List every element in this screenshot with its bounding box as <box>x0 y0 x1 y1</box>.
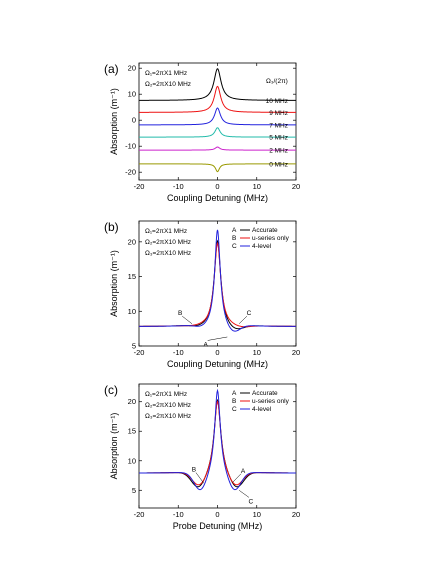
legend-entry: u-series only <box>252 235 290 242</box>
legend-entry: Accurate <box>252 227 278 234</box>
legend-key: A <box>232 390 237 397</box>
series-line <box>139 163 296 173</box>
series-line <box>139 68 296 101</box>
panel-label: (a) <box>104 62 119 76</box>
point-label: B <box>192 467 196 474</box>
x-axis-label: Probe Detuning (MHz) <box>173 521 263 531</box>
series-line <box>139 229 296 332</box>
y-tick-label: -10 <box>125 142 136 151</box>
x-tick-label: 20 <box>292 182 300 191</box>
x-tick-label: 10 <box>253 348 261 357</box>
x-tick-label: -10 <box>173 182 184 191</box>
x-tick-label: -10 <box>173 348 184 357</box>
legend-entry: 4-level <box>252 406 272 413</box>
y-axis-label: Absorption (m⁻¹) <box>109 88 119 155</box>
leader-line <box>182 315 193 324</box>
series-line <box>138 127 297 138</box>
series-line <box>139 146 296 151</box>
chart-panel-2: -20 -10 0 10 20 5 10 15 20 Probe Detuning (MHz) Ab… <box>104 383 300 531</box>
legend-entry: u-series only <box>252 398 290 405</box>
y-tick-label: 10 <box>128 307 136 316</box>
leader-line <box>238 490 250 498</box>
y-axis-label: Absorption (m⁻¹) <box>109 413 119 480</box>
y-tick-label: 10 <box>128 456 136 465</box>
x-tick-label: 0 <box>215 510 219 519</box>
leader-line <box>207 336 228 341</box>
y-tick-label: -20 <box>125 168 136 177</box>
legend-key: C <box>232 243 237 250</box>
legend-entry: 4-level <box>252 243 272 250</box>
legend-key: C <box>232 406 237 413</box>
legend-title: Ω₃/(2π) <box>266 78 288 85</box>
parameter-annotation: Ω₂=2πX10 MHz <box>145 239 191 246</box>
x-axis-label: Coupling Detuning (MHz) <box>167 193 268 203</box>
x-tick-label: -20 <box>134 348 145 357</box>
parameter-annotation: Ω₃=2πX10 MHz <box>145 250 191 257</box>
series-line <box>138 85 297 113</box>
point-label: B <box>178 310 182 317</box>
parameter-annotation: Ω₁=2πX1 MHz <box>145 228 187 235</box>
x-tick-label: 20 <box>292 510 300 519</box>
point-label: C <box>249 498 254 505</box>
parameter-annotation: Ω₂=2πX10 MHz <box>145 402 191 409</box>
x-tick-label: 10 <box>253 510 261 519</box>
chart-panel-0: -20 -10 0 10 20 -20 -10 0 10 20 Coupling Detuning … <box>104 62 300 203</box>
series-line <box>139 388 296 491</box>
legend-key: A <box>232 227 237 234</box>
legend-entry: Accurate <box>252 390 278 397</box>
parameter-annotation: Ω₁=2πX1 MHz <box>145 70 187 77</box>
series-label: 7 MHz <box>269 122 288 129</box>
y-tick-label: 5 <box>132 342 136 351</box>
chart-panel-1: -20 -10 0 10 20 5 10 15 20 Coupling Detuning (MHz… <box>104 220 300 369</box>
y-tick-label: 20 <box>128 237 136 246</box>
y-axis-label: Absorption (m⁻¹) <box>109 250 119 317</box>
x-tick-label: 0 <box>215 182 219 191</box>
series-label: 2 MHz <box>269 148 288 155</box>
x-tick-label: -20 <box>134 510 145 519</box>
y-tick-label: 20 <box>128 397 136 406</box>
series-label: 0 MHz <box>269 161 288 168</box>
parameter-annotation: Ω₂=2πX10 MHz <box>145 81 191 88</box>
legend-key: B <box>232 235 236 242</box>
x-tick-label: 10 <box>253 182 261 191</box>
y-tick-label: 15 <box>128 427 136 436</box>
x-tick-label: -20 <box>134 182 145 191</box>
panel-label: (b) <box>104 220 119 234</box>
leader-line <box>195 472 204 484</box>
series-label: 5 MHz <box>269 135 288 142</box>
point-label: C <box>247 310 252 317</box>
series-label: 10 MHz <box>266 98 288 105</box>
y-tick-label: 5 <box>132 486 136 495</box>
series-label: 9 MHz <box>269 110 288 117</box>
leader-line <box>232 473 242 483</box>
x-tick-label: 0 <box>215 348 219 357</box>
y-tick-label: 15 <box>128 272 136 281</box>
point-label: A <box>241 468 246 475</box>
parameter-annotation: Ω₃=2πX10 MHz <box>145 413 191 420</box>
y-tick-label: 10 <box>128 90 136 99</box>
x-tick-label: 20 <box>292 348 300 357</box>
point-label: A <box>204 341 209 348</box>
y-tick-label: 0 <box>132 116 136 125</box>
y-tick-label: 20 <box>128 64 136 73</box>
panel-label: (c) <box>104 383 118 397</box>
series-line <box>139 107 296 126</box>
leader-line <box>238 315 248 324</box>
legend-key: B <box>232 398 236 405</box>
parameter-annotation: Ω₁=2πX1 MHz <box>145 391 187 398</box>
x-axis-label: Coupling Detuning (MHz) <box>167 359 268 369</box>
x-tick-label: -10 <box>173 510 184 519</box>
